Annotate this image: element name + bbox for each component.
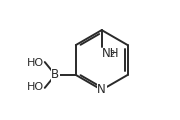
- Text: HO: HO: [27, 58, 44, 68]
- Text: HO: HO: [27, 82, 44, 92]
- Text: B: B: [51, 68, 59, 81]
- Text: 2: 2: [109, 50, 115, 59]
- Text: N: N: [97, 83, 106, 96]
- Text: NH: NH: [102, 47, 120, 60]
